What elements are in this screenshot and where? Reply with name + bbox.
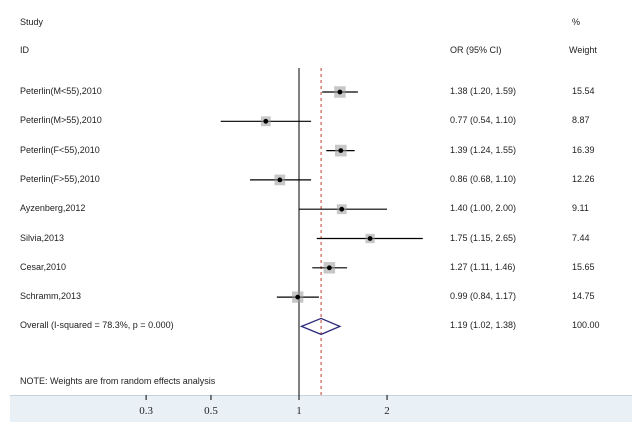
x-tick-label: 2 [384, 405, 390, 417]
study-weight-text: 7.44 [572, 232, 590, 243]
study-label: Peterlin(F<55),2010 [20, 144, 100, 155]
study-ci-text: 1.75 (1.15, 2.65) [450, 232, 517, 243]
study-ci-text: 0.99 (0.84, 1.17) [450, 291, 517, 302]
study-weight-text: 9.11 [572, 203, 589, 214]
point-estimate [263, 118, 269, 124]
overall-label: Overall (I-squared = 78.3%, p = 0.000) [20, 320, 174, 331]
x-tick-label: 0.3 [139, 405, 153, 417]
study-label: Peterlin(F>55),2010 [20, 173, 100, 184]
study-label: Ayzenberg,2012 [20, 203, 86, 214]
overall-diamond [299, 317, 342, 336]
study-weight-text: 16.39 [572, 144, 595, 155]
study-ci-text: 1.27 (1.11, 1.46) [450, 261, 516, 272]
header-weight-label: Weight [569, 45, 597, 55]
x-axis-band [10, 395, 632, 422]
footnote: NOTE: Weights are from random effects an… [20, 376, 216, 386]
point-estimate [326, 265, 332, 271]
study-label: Silvia,2013 [20, 232, 65, 243]
study-label: Peterlin(M<55),2010 [20, 86, 102, 96]
study-ci-text: 0.86 (0.68, 1.10) [450, 173, 517, 184]
study-weight-text: 15.54 [572, 86, 595, 96]
study-label: Schramm,2013 [20, 291, 82, 302]
study-weight-text: 12.26 [572, 173, 595, 184]
study-weight-text: 14.75 [572, 291, 595, 302]
x-tick-label: 0.5 [204, 405, 218, 417]
overall-ci-text: 1.19 (1.02, 1.38) [450, 320, 517, 331]
header-percent-label: % [572, 17, 581, 27]
study-label: Peterlin(M>55),2010 [20, 115, 102, 126]
study-weight-text: 15.65 [572, 261, 595, 272]
study-ci-text: 0.77 (0.54, 1.10) [450, 115, 517, 126]
study-ci-text: 1.40 (1.00, 2.00) [450, 203, 517, 214]
header-id-label: ID [20, 45, 29, 55]
point-estimate [339, 206, 345, 212]
point-estimate [338, 148, 344, 154]
study-ci-text: 1.39 (1.24, 1.55) [450, 144, 517, 155]
overall-weight-text: 100.00 [572, 320, 600, 331]
study-label: Cesar,2010 [20, 261, 67, 272]
x-tick-label: 1 [296, 405, 302, 417]
point-estimate [295, 294, 301, 300]
header-study-label: Study [20, 17, 44, 27]
header-or-label: OR (95% CI) [450, 45, 502, 55]
point-estimate [277, 177, 283, 183]
study-ci-text: 1.38 (1.20, 1.59) [450, 86, 517, 96]
point-estimate [367, 236, 373, 241]
study-weight-text: 8.87 [572, 115, 590, 126]
point-estimate [337, 89, 343, 95]
